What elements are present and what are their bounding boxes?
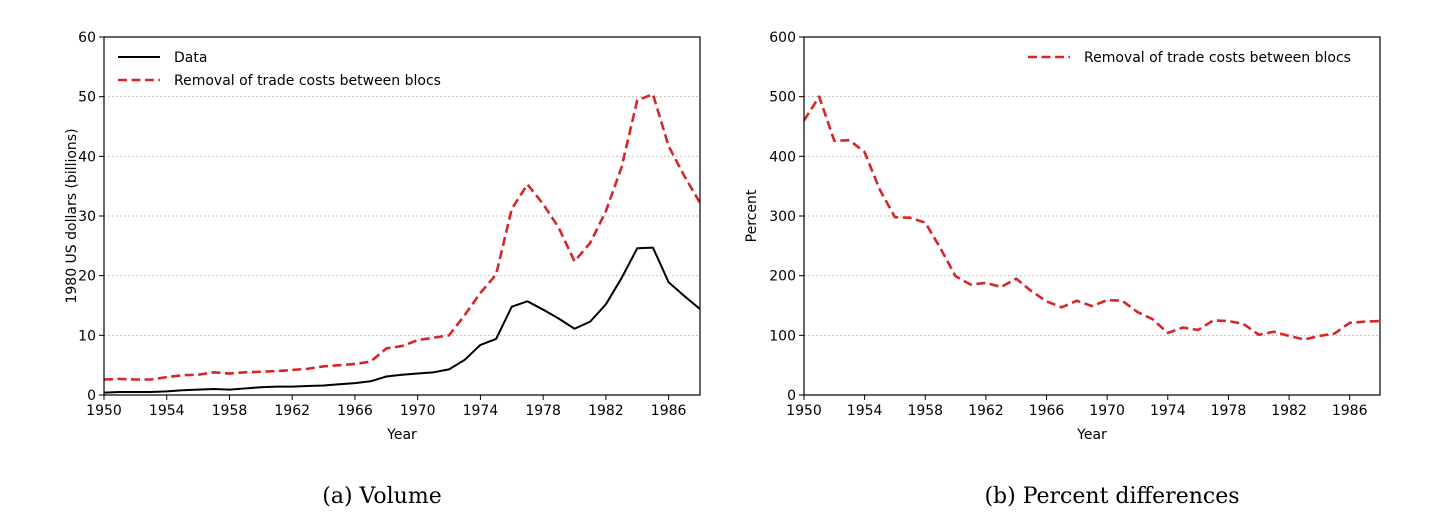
legend: Data Removal of trade costs between blocs	[118, 50, 441, 89]
y-tick-label: 0	[787, 388, 796, 404]
series-line-0	[804, 95, 1380, 341]
y-tick-label: 30	[78, 209, 96, 225]
x-axis-label: Year	[1076, 427, 1107, 443]
figure-caption: (b) Percent differences	[984, 484, 1239, 509]
y-tick-label: 40	[78, 149, 96, 165]
x-tick-label: 1950	[86, 403, 122, 419]
x-tick-label: 1954	[149, 403, 185, 419]
y-tick-label: 200	[769, 269, 796, 285]
y-tick-label: 20	[78, 269, 96, 285]
x-tick-label: 1974	[1150, 403, 1186, 419]
legend-label-0: Data	[174, 50, 207, 66]
x-axis-label: Year	[386, 427, 417, 443]
chart-panel-0: 1950 1954 1958 1962 1966 1970 1974 1978 1982 1986…	[64, 30, 701, 509]
x-tick-label: 1974	[463, 403, 499, 419]
y-tick-label: 300	[769, 209, 796, 225]
x-tick-label: 1978	[525, 403, 561, 419]
y-axis-label: Percent	[744, 189, 760, 242]
y-tick-label: 100	[769, 328, 796, 344]
y-tick-label: 500	[769, 90, 796, 106]
x-tick-label: 1958	[212, 403, 248, 419]
x-tick-label: 1962	[274, 403, 310, 419]
chart-panel-1: 1950 1954 1958 1962 1966 1970 1974 1978 1982 1986…	[744, 30, 1381, 509]
x-tick-label: 1986	[651, 403, 687, 419]
figure-caption: (a) Volume	[322, 484, 441, 509]
y-tick-label: 60	[78, 30, 96, 46]
x-tick-label: 1962	[968, 403, 1004, 419]
x-tick-label: 1950	[786, 403, 822, 419]
x-tick-label: 1970	[1089, 403, 1125, 419]
series-line-1	[104, 92, 700, 381]
x-tick-label: 1954	[847, 403, 883, 419]
x-tick-label: 1982	[1271, 403, 1307, 419]
y-tick-label: 0	[87, 388, 96, 404]
x-tick-label: 1978	[1211, 403, 1247, 419]
legend: Removal of trade costs between blocs	[1028, 50, 1351, 66]
x-tick-label: 1966	[337, 403, 373, 419]
x-tick-label: 1982	[588, 403, 624, 419]
y-tick-label: 600	[769, 30, 796, 46]
y-tick-label: 10	[78, 328, 96, 344]
x-tick-label: 1966	[1029, 403, 1065, 419]
y-tick-label: 50	[78, 90, 96, 106]
legend-label-1: Removal of trade costs between blocs	[174, 73, 441, 89]
x-tick-label: 1958	[907, 403, 943, 419]
series-line-0	[104, 246, 700, 394]
y-axis-label: 1980 US dollars (billions)	[64, 128, 80, 303]
x-tick-label: 1970	[400, 403, 436, 419]
legend-label-0: Removal of trade costs between blocs	[1084, 50, 1351, 66]
x-tick-label: 1986	[1332, 403, 1368, 419]
y-tick-label: 400	[769, 149, 796, 165]
